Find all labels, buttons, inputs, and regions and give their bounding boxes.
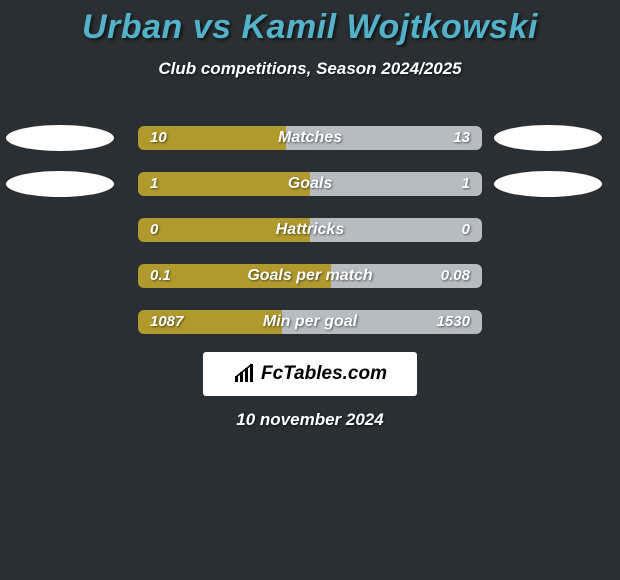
stat-value-left: 1 [150,172,158,196]
stat-bar-track [138,126,482,150]
stat-value-right: 1530 [437,310,470,334]
player-left-oval [6,171,114,197]
stat-bar-right [310,218,482,242]
stat-bar-track [138,172,482,196]
stat-value-right: 13 [453,126,470,150]
stat-bar-track [138,218,482,242]
stat-value-left: 1087 [150,310,183,334]
chart-icon [233,364,257,384]
stat-row: Min per goal10871530 [0,304,620,350]
stat-bar-left [138,218,310,242]
stat-bar-track [138,310,482,334]
stat-value-right: 1 [462,172,470,196]
stat-row: Goals per match0.10.08 [0,258,620,304]
stat-value-right: 0.08 [441,264,470,288]
page-title: Urban vs Kamil Wojtkowski [0,0,620,47]
stat-value-left: 0 [150,218,158,242]
player-right-oval [494,171,602,197]
stat-bar-right [310,172,482,196]
player-right-oval [494,125,602,151]
brand-text: FcTables.com [261,363,387,385]
stat-value-right: 0 [462,218,470,242]
stat-value-left: 10 [150,126,167,150]
stat-bar-left [138,172,310,196]
stat-row: Hattricks00 [0,212,620,258]
stat-row: Matches1013 [0,120,620,166]
stat-bar-track [138,264,482,288]
player-left-oval [6,125,114,151]
date-text: 10 november 2024 [0,410,620,430]
subtitle: Club competitions, Season 2024/2025 [0,59,620,79]
brand-badge: FcTables.com [203,352,417,396]
stat-value-left: 0.1 [150,264,171,288]
stat-row: Goals11 [0,166,620,212]
